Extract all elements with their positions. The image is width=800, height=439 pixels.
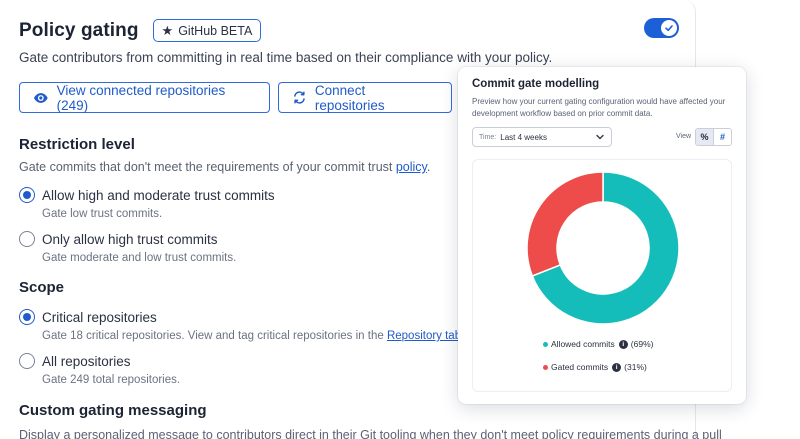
time-select-value: Last 4 weeks bbox=[500, 132, 547, 142]
info-icon[interactable]: i bbox=[618, 339, 628, 349]
chevron-down-icon bbox=[596, 134, 604, 140]
badge-label: GitHub BETA bbox=[178, 23, 253, 38]
legend-label-allowed: Allowed commits bbox=[551, 339, 615, 349]
popover-title: Commit gate modelling bbox=[472, 78, 600, 90]
legend-dot-gated bbox=[543, 364, 548, 370]
view-mode-toggle: % # bbox=[695, 128, 732, 146]
legend-allowed-commits: Allowed commits i (69%) bbox=[543, 339, 653, 349]
radio-description: Gate 249 total repositories. bbox=[42, 374, 181, 386]
restriction-subtitle-text: Gate commits that don't meet the require… bbox=[19, 160, 396, 174]
radio-description: Gate 18 critical repositories. View and … bbox=[42, 330, 461, 342]
legend-gated-commits: Gated commits i (31%) bbox=[543, 362, 647, 372]
star-icon: ★ bbox=[161, 22, 174, 38]
restriction-subtitle-suffix: . bbox=[426, 160, 431, 174]
radio-label: Allow high and moderate trust commits bbox=[42, 187, 275, 203]
radio-only-high[interactable]: Only allow high trust commits bbox=[19, 231, 218, 247]
custom-gating-description: Display a personalized message to contri… bbox=[19, 428, 722, 439]
radio-label: Critical repositories bbox=[42, 309, 157, 325]
info-icon[interactable]: i bbox=[612, 362, 622, 372]
view-count-option[interactable]: # bbox=[713, 129, 731, 145]
donut-slice-gated-commits[interactable] bbox=[526, 171, 604, 277]
page-description: Gate contributors from committing in rea… bbox=[19, 50, 553, 65]
chart-container: Allowed commits i (69%) Gated commits i … bbox=[472, 159, 732, 392]
radio-label: All repositories bbox=[42, 353, 131, 369]
radio-button[interactable] bbox=[19, 309, 35, 325]
restriction-level-subtitle: Gate commits that don't meet the require… bbox=[19, 160, 430, 174]
time-range-select[interactable]: Time: Last 4 weeks bbox=[472, 127, 612, 147]
connect-repos-label: Connect repositories bbox=[314, 82, 385, 113]
header: Policy gating ★ GitHub BETA bbox=[19, 19, 262, 42]
legend-value-gated: (31%) bbox=[624, 362, 647, 372]
radio-description: Gate moderate and low trust commits. bbox=[42, 252, 237, 264]
legend-dot-allowed bbox=[543, 341, 548, 347]
github-beta-badge: ★ GitHub BETA bbox=[152, 19, 262, 42]
radio-button[interactable] bbox=[19, 353, 35, 369]
restriction-level-heading: Restriction level bbox=[19, 136, 135, 153]
donut-chart bbox=[526, 171, 680, 325]
sync-icon bbox=[294, 91, 305, 104]
legend-value-allowed: (69%) bbox=[630, 339, 654, 349]
critical-desc-text: Gate 18 critical repositories. View and … bbox=[42, 330, 387, 342]
commit-gate-modelling-popover: Commit gate modelling Preview how your c… bbox=[458, 67, 746, 404]
radio-critical-repositories[interactable]: Critical repositories bbox=[19, 309, 157, 325]
custom-gating-heading: Custom gating messaging bbox=[19, 402, 207, 419]
eye-icon bbox=[33, 92, 48, 103]
radio-label: Only allow high trust commits bbox=[42, 231, 218, 247]
policy-link[interactable]: policy bbox=[395, 160, 427, 174]
legend-label-gated: Gated commits bbox=[551, 362, 609, 372]
view-label: View bbox=[676, 133, 692, 140]
radio-button[interactable] bbox=[19, 231, 35, 247]
view-percent-option[interactable]: % bbox=[696, 129, 713, 145]
radio-description: Gate low trust commits. bbox=[42, 208, 163, 220]
view-connected-repositories-button[interactable]: View connected repositories (249) bbox=[19, 82, 270, 113]
scope-heading: Scope bbox=[19, 279, 65, 296]
check-icon bbox=[661, 20, 677, 36]
policy-gating-toggle[interactable] bbox=[644, 18, 679, 38]
time-select-label: Time: bbox=[479, 133, 497, 141]
radio-all-repositories[interactable]: All repositories bbox=[19, 353, 131, 369]
radio-allow-high-moderate[interactable]: Allow high and moderate trust commits bbox=[19, 187, 275, 203]
view-repos-label: View connected repositories (249) bbox=[56, 82, 226, 113]
connect-repositories-button[interactable]: Connect repositories bbox=[278, 82, 452, 113]
radio-button[interactable] bbox=[19, 187, 35, 203]
donut-slice-allowed-commits[interactable] bbox=[531, 171, 680, 325]
repository-tab-link[interactable]: Repository tab bbox=[386, 330, 462, 342]
popover-description: Preview how your current gating configur… bbox=[472, 97, 726, 118]
page-title: Policy gating bbox=[19, 19, 139, 41]
